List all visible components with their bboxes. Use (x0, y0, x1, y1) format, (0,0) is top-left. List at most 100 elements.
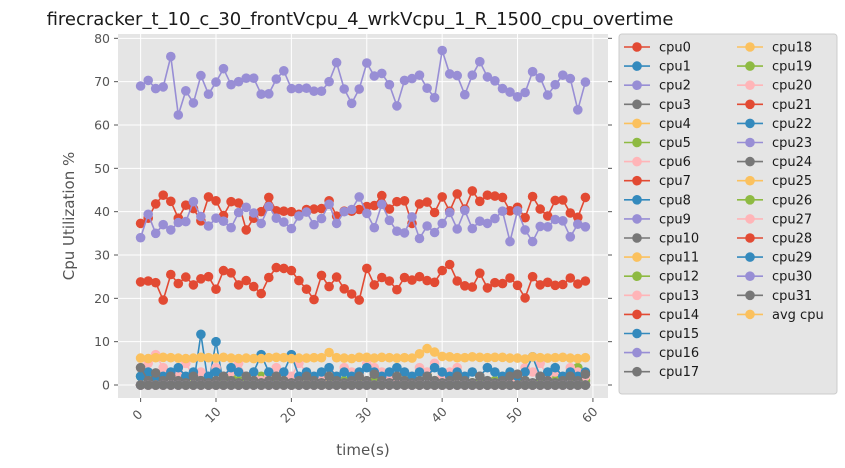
data-point (271, 380, 282, 390)
data-point (452, 352, 463, 363)
y-tick-label: 30 (94, 248, 110, 263)
data-point (542, 367, 553, 377)
data-point (580, 352, 591, 363)
data-point (475, 216, 485, 226)
data-point (475, 380, 485, 390)
data-point (362, 352, 372, 363)
data-point (475, 371, 485, 382)
data-point (384, 367, 395, 377)
x-tick-label: 10 (202, 404, 224, 426)
data-point (542, 380, 553, 390)
legend-swatch-marker (745, 175, 755, 186)
data-point (135, 277, 146, 287)
data-point (316, 203, 327, 214)
legend-entry: cpu26 (737, 193, 812, 208)
data-point (166, 352, 176, 363)
legend-swatch-marker (745, 290, 755, 301)
series-layer (135, 45, 591, 390)
data-point (444, 352, 455, 362)
data-point (346, 289, 357, 299)
data-point (362, 263, 372, 274)
data-point (497, 352, 508, 363)
legend-swatch-marker (632, 271, 642, 282)
data-point (233, 367, 244, 377)
data-point (573, 353, 583, 364)
data-point (143, 380, 153, 390)
legend-entry: cpu9 (624, 212, 691, 227)
legend-label: cpu19 (772, 60, 812, 75)
data-point (150, 228, 161, 239)
data-point (150, 352, 161, 363)
legend-entry: cpu11 (624, 251, 699, 266)
legend-swatch-marker (632, 252, 642, 262)
data-point (392, 284, 402, 295)
data-point (475, 56, 485, 67)
legend-entry: cpu18 (737, 41, 812, 56)
data-point (490, 76, 500, 86)
data-point (354, 371, 365, 382)
x-tick-label: 40 (428, 404, 450, 426)
data-point (520, 293, 530, 303)
data-point (414, 271, 425, 282)
series-cpu9 (135, 192, 591, 247)
data-point (542, 277, 553, 288)
data-point (339, 206, 350, 217)
data-point (286, 265, 297, 276)
data-point (362, 380, 372, 390)
legend-entry: cpu30 (737, 270, 812, 285)
data-point (256, 206, 267, 217)
data-point (354, 380, 365, 390)
data-point (211, 196, 221, 206)
data-point (558, 195, 568, 205)
legend-label: cpu30 (772, 270, 812, 285)
data-point (444, 207, 455, 218)
data-point (490, 380, 500, 390)
data-point (497, 278, 508, 289)
data-point (384, 352, 395, 363)
data-point (392, 226, 402, 236)
data-point (542, 353, 553, 363)
legend-entry: cpu28 (737, 232, 812, 247)
legend-entry: cpu5 (624, 136, 691, 151)
data-point (505, 273, 515, 283)
legend-label: cpu20 (772, 79, 812, 94)
data-point (346, 98, 357, 109)
legend-swatch-marker (745, 99, 755, 110)
data-point (437, 367, 448, 377)
data-point (226, 196, 236, 207)
legend-label: cpu14 (659, 308, 699, 323)
data-point (226, 222, 236, 233)
data-point (369, 222, 380, 233)
data-point (339, 284, 350, 294)
data-point (203, 221, 214, 231)
data-point (550, 380, 560, 390)
legend-box (618, 33, 838, 395)
data-point (535, 380, 545, 390)
legend-swatch-marker (632, 366, 642, 377)
legend-entry: cpu13 (624, 289, 699, 304)
data-point (542, 222, 553, 232)
data-point (339, 367, 350, 377)
legend-label: cpu18 (772, 41, 812, 56)
data-point (248, 353, 259, 364)
legend-entry: cpu17 (624, 365, 699, 380)
legend-entry: cpu8 (624, 193, 691, 208)
data-point (550, 195, 560, 206)
x-axis: 0 10 20 30 40 50 60 (129, 398, 601, 426)
data-point (196, 211, 206, 222)
legend-swatch-marker (632, 99, 642, 110)
data-point (399, 380, 410, 390)
data-point (407, 73, 417, 84)
data-point (414, 367, 425, 377)
data-point (399, 367, 410, 377)
data-point (279, 352, 289, 363)
data-point (535, 73, 545, 83)
data-point (226, 353, 236, 363)
legend-entry: cpu27 (737, 212, 812, 227)
data-point (241, 225, 251, 235)
legend-label: cpu28 (772, 232, 812, 247)
series-cpu2 (135, 45, 591, 120)
data-point (580, 222, 591, 232)
legend-swatch-marker (745, 252, 755, 262)
data-point (218, 352, 229, 363)
